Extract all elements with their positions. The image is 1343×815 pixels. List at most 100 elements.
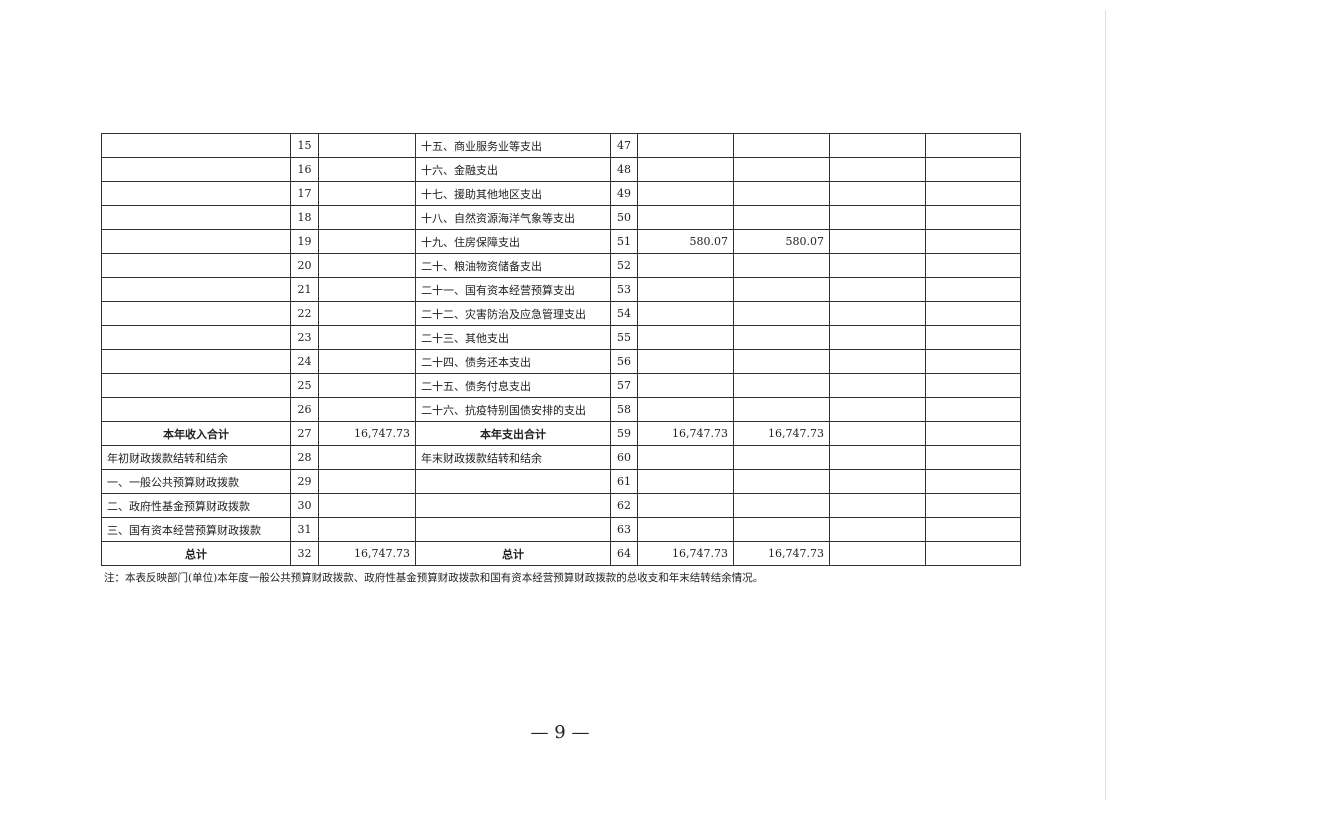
table-cell: 26: [290, 397, 319, 422]
table-cell: [829, 541, 926, 566]
table-cell: [318, 445, 416, 470]
table-cell: [101, 325, 291, 350]
table-cell: [733, 133, 830, 158]
table-cell: [829, 325, 926, 350]
table-cell: [925, 349, 1021, 374]
table-cell: 二十四、债务还本支出: [415, 349, 611, 374]
fiscal-table: 15 十五、商业服务业等支出 47 16 十六、金融支出 48 17 十七、援助其他地区支出 4…: [101, 133, 1021, 566]
table-cell: [637, 301, 734, 326]
table-cell: [829, 133, 926, 158]
table-cell: [829, 517, 926, 542]
table-cell: [101, 205, 291, 230]
table-cell: 本年支出合计: [415, 421, 611, 446]
table-cell: 十五、商业服务业等支出: [415, 133, 611, 158]
table-cell: [925, 205, 1021, 230]
table-cell: [925, 541, 1021, 566]
table-cell: [637, 277, 734, 302]
table-cell: [733, 445, 830, 470]
table-cell: [733, 469, 830, 494]
table-cell: [925, 301, 1021, 326]
table-cell: 二十二、灾害防治及应急管理支出: [415, 301, 611, 326]
table-row: 19 十九、住房保障支出 51 580.07 580.07: [101, 229, 1021, 254]
table-cell: [925, 277, 1021, 302]
table-cell: [925, 325, 1021, 350]
table-row: 一、一般公共预算财政拨款 29 61: [101, 469, 1021, 494]
table-cell: 47: [610, 133, 638, 158]
table-cell: [829, 445, 926, 470]
table-cell: 二十五、债务付息支出: [415, 373, 611, 398]
table-cell: [829, 277, 926, 302]
table-cell: [415, 469, 611, 494]
table-cell: [925, 157, 1021, 182]
table-cell: 年末财政拨款结转和结余: [415, 445, 611, 470]
table-cell: [925, 421, 1021, 446]
table-cell: 十六、金融支出: [415, 157, 611, 182]
table-cell: [318, 229, 416, 254]
table-cell: [637, 469, 734, 494]
table-cell: [318, 205, 416, 230]
table-cell: 本年收入合计: [101, 421, 291, 446]
table-cell: [829, 469, 926, 494]
table-cell: 年初财政拨款结转和结余: [101, 445, 291, 470]
table-cell: 19: [290, 229, 319, 254]
table-cell: 二十、粮油物资储备支出: [415, 253, 611, 278]
table-cell: 49: [610, 181, 638, 206]
table-cell: [637, 373, 734, 398]
table-cell: 16,747.73: [637, 421, 734, 446]
table-row: 本年收入合计 27 16,747.73 本年支出合计 59 16,747.73 16,747…: [101, 421, 1021, 446]
table-cell: [733, 205, 830, 230]
table-cell: [637, 493, 734, 518]
table-cell: [101, 181, 291, 206]
table-cell: [925, 469, 1021, 494]
table-cell: 17: [290, 181, 319, 206]
table-cell: 16,747.73: [318, 421, 416, 446]
table-row: 15 十五、商业服务业等支出 47: [101, 133, 1021, 158]
table-cell: 62: [610, 493, 638, 518]
table-cell: [637, 517, 734, 542]
table-cell: 51: [610, 229, 638, 254]
table-cell: [925, 493, 1021, 518]
table-cell: [733, 325, 830, 350]
table-cell: [925, 517, 1021, 542]
table-cell: [101, 301, 291, 326]
table-cell: 30: [290, 493, 319, 518]
table-cell: [829, 301, 926, 326]
table-cell: 16,747.73: [318, 541, 416, 566]
table-cell: 25: [290, 373, 319, 398]
page-number: — 9 —: [530, 722, 590, 743]
table-cell: 58: [610, 397, 638, 422]
table-cell: [637, 349, 734, 374]
table-cell: [637, 325, 734, 350]
table-cell: 29: [290, 469, 319, 494]
table-cell: 64: [610, 541, 638, 566]
table-cell: [733, 157, 830, 182]
table-cell: 二十一、国有资本经营预算支出: [415, 277, 611, 302]
table-cell: [101, 157, 291, 182]
table-cell: [829, 229, 926, 254]
table-row: 三、国有资本经营预算财政拨款 31 63: [101, 517, 1021, 542]
table-cell: [829, 157, 926, 182]
table-cell: 63: [610, 517, 638, 542]
table-cell: 27: [290, 421, 319, 446]
table-cell: [318, 157, 416, 182]
table-cell: 二十三、其他支出: [415, 325, 611, 350]
table-cell: [925, 397, 1021, 422]
table-cell: [925, 373, 1021, 398]
note: 注：本表反映部门(单位)本年度一般公共预算财政拨款、政府性基金预算财政拨款和国有…: [104, 572, 764, 584]
table-cell: [925, 181, 1021, 206]
table-cell: [733, 253, 830, 278]
table-cell: [101, 133, 291, 158]
table-cell: 23: [290, 325, 319, 350]
table-cell: [101, 373, 291, 398]
table-cell: 54: [610, 301, 638, 326]
table-cell: [318, 469, 416, 494]
table-cell: [733, 277, 830, 302]
table-cell: [318, 133, 416, 158]
table-cell: 60: [610, 445, 638, 470]
table-cell: 59: [610, 421, 638, 446]
table-cell: 十九、住房保障支出: [415, 229, 611, 254]
table-cell: [318, 325, 416, 350]
table-cell: [925, 229, 1021, 254]
table-cell: 22: [290, 301, 319, 326]
table-cell: 一、一般公共预算财政拨款: [101, 469, 291, 494]
